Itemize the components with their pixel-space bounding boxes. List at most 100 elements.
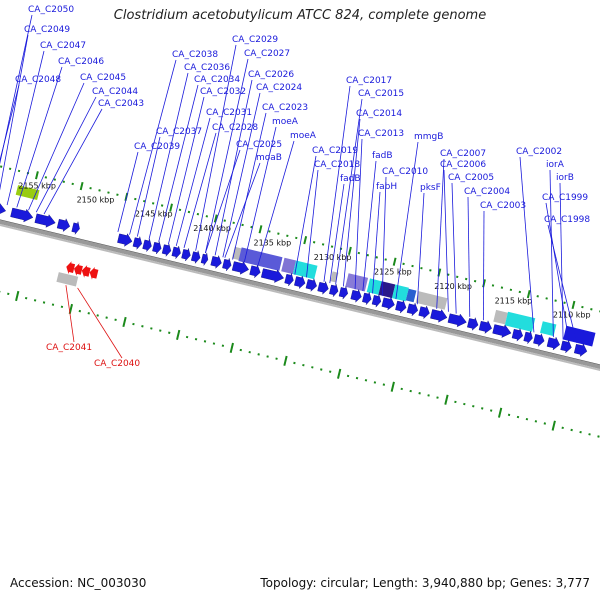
major-tick bbox=[444, 394, 449, 405]
major-tick bbox=[122, 316, 127, 328]
gene-label: CA_C2032 bbox=[200, 87, 246, 97]
label-leader-line bbox=[224, 162, 261, 258]
forward-gene-arrow bbox=[132, 235, 143, 250]
kbp-scale-labels: 2155 kbp 2150 kbp 2145 kbp 2140 kbp 2135 kbp… bbox=[18, 182, 590, 320]
cyan-feature bbox=[504, 311, 536, 332]
label-leader-line bbox=[451, 182, 457, 314]
gene-label: CA_C2047 bbox=[40, 41, 86, 51]
gene-label: moeA bbox=[272, 117, 299, 127]
feature-track bbox=[15, 185, 596, 347]
gene-label: CA_C2046 bbox=[58, 57, 104, 67]
label-leader-line bbox=[232, 112, 267, 260]
major-tick bbox=[551, 420, 556, 431]
label-leader-line bbox=[243, 126, 277, 263]
gene-label: pksF bbox=[420, 183, 441, 193]
forward-gene-arrow bbox=[523, 331, 533, 344]
label-leader-line bbox=[222, 92, 261, 258]
forward-gene-arrow bbox=[171, 245, 181, 259]
label-leader-line bbox=[183, 132, 217, 248]
forward-gene-arrow bbox=[71, 221, 80, 235]
label-leader-line bbox=[148, 72, 189, 240]
cyan-feature bbox=[366, 278, 382, 295]
gene-label: moeA bbox=[290, 131, 317, 141]
gene-label: CA_C2049 bbox=[24, 25, 70, 35]
label-leader-line bbox=[204, 58, 249, 254]
kbp-label: 2150 kbp bbox=[77, 196, 115, 205]
forward-gene-arrow bbox=[338, 286, 349, 300]
label-leader-line bbox=[35, 96, 97, 213]
label-leader-line bbox=[395, 141, 419, 300]
gene-label: iorA bbox=[546, 160, 565, 170]
label-leader-line bbox=[545, 202, 570, 341]
gene-label: CA_C2017 bbox=[346, 76, 392, 86]
gene-label: CA_C2005 bbox=[448, 173, 494, 183]
forward-gene-arrow bbox=[492, 324, 512, 338]
forward-gene-arrow bbox=[231, 261, 249, 275]
label-leader-line bbox=[0, 14, 33, 165]
gene-label: CA_C2044 bbox=[92, 87, 138, 97]
label-leader-line bbox=[43, 108, 103, 215]
major-tick bbox=[303, 235, 308, 245]
kbp-label: 2145 kbp bbox=[135, 210, 173, 219]
gene-label: CA_C2048 bbox=[15, 75, 61, 85]
label-leader-line bbox=[158, 84, 199, 242]
forward-gene-arrow bbox=[329, 284, 339, 297]
label-leader-line bbox=[323, 85, 351, 282]
genome-backbone bbox=[0, 219, 600, 372]
gene-label: CA_C2004 bbox=[464, 187, 510, 197]
label-leader-line bbox=[28, 82, 85, 211]
gene-label: CA_C2024 bbox=[256, 83, 302, 93]
label-leader-line bbox=[547, 224, 578, 343]
label-leader-line bbox=[335, 98, 363, 285]
major-tick bbox=[526, 289, 531, 299]
label-leader-line bbox=[0, 84, 20, 162]
label-leader-line bbox=[306, 169, 319, 278]
gene-label: CA_C2045 bbox=[80, 73, 126, 83]
label-leader-line bbox=[436, 158, 445, 309]
gene-label: CA_C2023 bbox=[262, 103, 308, 113]
gene-label: CA_C2013 bbox=[358, 129, 404, 139]
gene-label: CA_C2034 bbox=[194, 75, 240, 85]
reverse-gene-arrow bbox=[89, 267, 99, 280]
label-leader-line bbox=[372, 191, 381, 294]
kbp-label: 2135 kbp bbox=[254, 238, 292, 247]
label-leader-line bbox=[117, 151, 139, 232]
map-title: Clostridium acetobutylicum ATCC 824, com… bbox=[113, 8, 487, 23]
label-leader-line bbox=[175, 117, 211, 247]
forward-gene-arrow bbox=[350, 288, 362, 303]
label-leader-line bbox=[416, 192, 425, 305]
major-tick bbox=[229, 342, 234, 353]
kbp-label: 2115 kbp bbox=[495, 297, 533, 306]
gene-label: fabH bbox=[376, 182, 397, 192]
kbp-label: 2110 kbp bbox=[553, 311, 591, 320]
blue-feature bbox=[238, 247, 283, 271]
gene-label: CA_C2006 bbox=[440, 160, 486, 170]
label-leader-line bbox=[214, 79, 253, 256]
grey-feature bbox=[56, 272, 79, 287]
gene-label: iorB bbox=[556, 173, 574, 183]
gene-label: CA_C2038 bbox=[172, 50, 218, 60]
label-leader-line bbox=[559, 182, 564, 340]
major-tick bbox=[258, 225, 263, 234]
gene-label: CA_C2007 bbox=[440, 149, 486, 159]
major-tick bbox=[336, 368, 342, 379]
gene-label: CA_C2019 bbox=[312, 146, 358, 156]
forward-gene-arrow bbox=[249, 264, 261, 279]
gene-label: CA_C2027 bbox=[244, 49, 290, 59]
blue-feature bbox=[405, 288, 417, 303]
label-leader-line bbox=[136, 136, 161, 237]
forward-gene-arrow bbox=[161, 243, 172, 257]
purple-feature bbox=[281, 257, 297, 275]
kbp-label: 2155 kbp bbox=[18, 182, 56, 191]
gene-label: CA_C2018 bbox=[314, 160, 360, 170]
reverse-gene-track bbox=[66, 261, 99, 280]
forward-gene-arrow bbox=[430, 309, 448, 323]
major-tick bbox=[392, 257, 397, 266]
label-leader-line bbox=[195, 44, 237, 251]
forward-gene-arrow bbox=[200, 252, 209, 266]
gene-label: CA_C2002 bbox=[516, 147, 562, 157]
forward-gene-arrow bbox=[395, 299, 407, 314]
label-leader-line bbox=[129, 59, 177, 235]
gene-label: CA_C2039 bbox=[134, 142, 180, 152]
gene-label: CA_C2010 bbox=[382, 167, 428, 177]
